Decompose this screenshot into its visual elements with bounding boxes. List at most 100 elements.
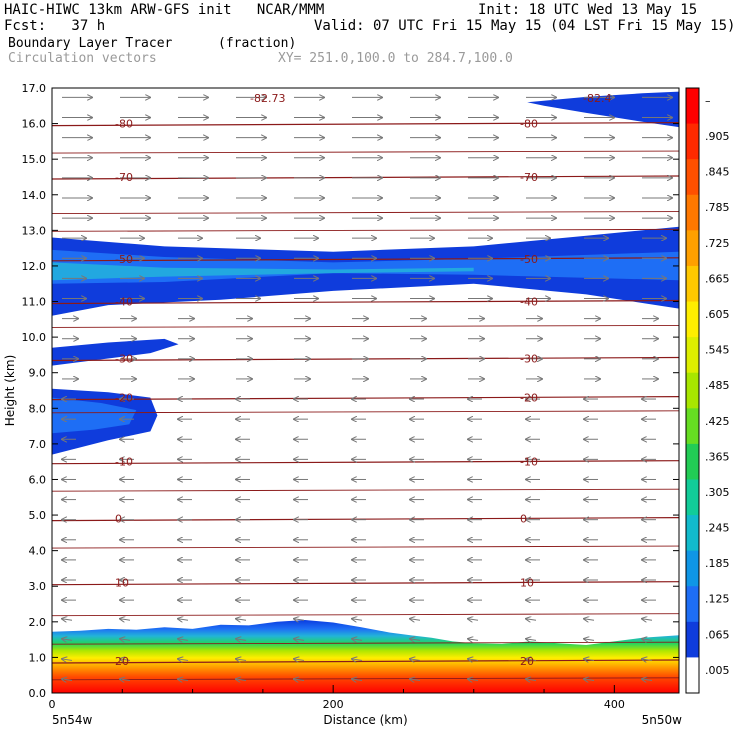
circulation-vector bbox=[236, 659, 247, 661]
y-tick-label: 15.0 bbox=[22, 153, 47, 166]
temperature-label-left: -20 bbox=[115, 392, 133, 405]
circulation-vector bbox=[410, 679, 421, 681]
circulation-vector bbox=[642, 659, 653, 661]
temperature-contour-minor bbox=[52, 488, 679, 492]
circulation-vector bbox=[410, 619, 421, 621]
temperature-contour-minor bbox=[52, 211, 679, 215]
colorbar-tick-label: .605 bbox=[705, 308, 730, 321]
circulation-vector bbox=[352, 679, 363, 681]
circulation-vector bbox=[584, 659, 595, 661]
temperature-label-left: -80 bbox=[115, 118, 133, 131]
temperature-label-right: 20 bbox=[520, 655, 534, 668]
circulation-vector bbox=[526, 679, 537, 681]
temperature-label-left: -40 bbox=[115, 296, 133, 309]
circulation-vector bbox=[178, 639, 189, 641]
plot-frame bbox=[51, 87, 680, 694]
colorbar-swatch bbox=[686, 657, 699, 694]
colorbar-swatch bbox=[686, 408, 699, 445]
colorbar-tick-label: .485 bbox=[705, 379, 730, 392]
y-tick-label: 16.0 bbox=[22, 118, 47, 131]
temperature-contour-minor bbox=[52, 641, 679, 645]
y-tick-label: 3.0 bbox=[29, 580, 47, 593]
x-axis-label: Distance (km) bbox=[323, 713, 407, 727]
temperature-label-left: -30 bbox=[115, 352, 133, 365]
colorbar-swatch bbox=[686, 586, 699, 623]
xsec-endpoints: XY= 251.0,100.0 to 284.7,100.0 bbox=[278, 51, 513, 66]
colorbar-tick-label: – bbox=[705, 94, 711, 107]
temperature-label-left: -70 bbox=[115, 171, 133, 184]
colorbar-swatch bbox=[686, 88, 699, 125]
y-tick-label: 11.0 bbox=[22, 296, 47, 309]
boundary-layer-shading bbox=[52, 620, 679, 693]
circulation-vector bbox=[410, 659, 421, 661]
circulation-vector bbox=[526, 619, 537, 621]
temperature-label-right: -70 bbox=[520, 171, 538, 184]
field-units: (fraction) bbox=[218, 36, 297, 51]
temperature-label-right: -80 bbox=[520, 118, 538, 131]
temperature-label-right: 0 bbox=[520, 513, 527, 526]
circulation-vector bbox=[62, 679, 73, 681]
circulation-vector bbox=[178, 619, 189, 621]
temperature-contour-minor bbox=[52, 410, 679, 414]
circulation-vector bbox=[410, 639, 421, 641]
temperature-contour-minor bbox=[52, 228, 679, 232]
xsec-start-label: 5n54w bbox=[52, 713, 93, 727]
temperature-label-left: 0 bbox=[115, 513, 122, 526]
y-tick-label: 14.0 bbox=[22, 189, 47, 202]
tracer-blob-16km bbox=[527, 91, 679, 128]
circulation-vector bbox=[236, 639, 247, 641]
temperature-label-right: -10 bbox=[520, 456, 538, 469]
colorbar-swatch bbox=[686, 123, 699, 160]
plot-title-line1: HAIC-HIWC 13km ARW-GFS init NCAR/MMM bbox=[4, 2, 325, 18]
circulation-vector bbox=[294, 639, 305, 641]
circulation-vector bbox=[526, 639, 537, 641]
min-temp-label-right: -82.4 bbox=[583, 92, 611, 105]
colorbar-tick-label: .365 bbox=[705, 450, 730, 463]
colorbar-tick-label: .245 bbox=[705, 522, 730, 535]
temperature-contour-minor bbox=[52, 150, 679, 154]
vector-label: Circulation vectors bbox=[8, 51, 157, 66]
temperature-contour-minor bbox=[52, 677, 679, 681]
temperature-contour bbox=[52, 257, 679, 262]
x-tick-label: 200 bbox=[323, 698, 344, 711]
circulation-vector bbox=[584, 679, 595, 681]
circulation-vector bbox=[642, 619, 653, 621]
circulation-vector bbox=[526, 659, 537, 661]
colorbar-swatch bbox=[686, 337, 699, 374]
circulation-vector bbox=[120, 619, 131, 621]
colorbar-tick-label: .425 bbox=[705, 415, 730, 428]
temperature-contour-minor bbox=[52, 545, 679, 549]
circulation-vector bbox=[62, 619, 73, 621]
circulation-vector bbox=[584, 619, 595, 621]
colorbar-swatch bbox=[686, 159, 699, 196]
y-tick-label: 5.0 bbox=[29, 509, 47, 522]
y-tick-label: 8.0 bbox=[29, 402, 47, 415]
colorbar-swatch bbox=[686, 479, 699, 516]
colorbar-tick-label: .125 bbox=[705, 593, 730, 606]
circulation-vector bbox=[178, 659, 189, 661]
y-tick-label: 7.0 bbox=[29, 438, 47, 451]
circulation-vector bbox=[294, 619, 305, 621]
y-tick-label: 9.0 bbox=[29, 367, 47, 380]
temperature-label-left: -50 bbox=[115, 253, 133, 266]
circulation-vector bbox=[642, 679, 653, 681]
colorbar-tick-label: .065 bbox=[705, 628, 730, 641]
circulation-vector bbox=[62, 659, 73, 661]
circulation-vector bbox=[178, 679, 189, 681]
valid-time: Valid: 07 UTC Fri 15 May 15 (04 LST Fri … bbox=[314, 18, 736, 34]
tracer-blob-7km-core bbox=[52, 397, 137, 434]
colorbar-tick-label: .725 bbox=[705, 237, 730, 250]
colorbar-frame bbox=[685, 87, 700, 694]
circulation-vector bbox=[120, 639, 131, 641]
colorbar-tick-label: .545 bbox=[705, 344, 730, 357]
colorbar-swatch bbox=[686, 515, 699, 552]
colorbar-swatch bbox=[686, 230, 699, 267]
circulation-vector bbox=[120, 659, 131, 661]
x-tick-label: 400 bbox=[604, 698, 625, 711]
colorbar-swatch bbox=[686, 372, 699, 409]
circulation-vector bbox=[236, 679, 247, 681]
temperature-label-left: 20 bbox=[115, 655, 129, 668]
colorbar-tick-label: .785 bbox=[705, 201, 730, 214]
colorbar-swatch bbox=[686, 443, 699, 480]
